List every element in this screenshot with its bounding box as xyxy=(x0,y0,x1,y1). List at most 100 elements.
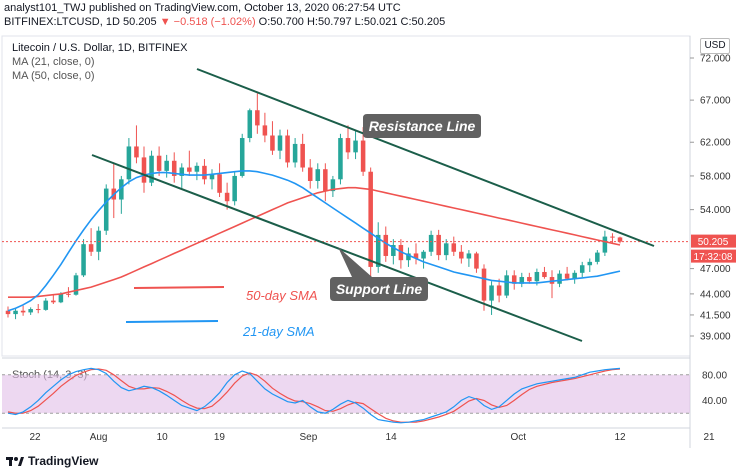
candle-body xyxy=(300,143,305,168)
ma21-legend[interactable]: MA (21, close, 0) xyxy=(12,56,95,68)
sma50-line xyxy=(8,186,621,299)
currency-button[interactable]: USD xyxy=(700,38,730,54)
stoch-overbought-oversold-band xyxy=(2,374,690,414)
candle-body xyxy=(534,271,540,282)
candle-body xyxy=(345,138,351,153)
sma21-line xyxy=(7,170,621,312)
candle-body xyxy=(134,146,139,158)
resistance-callout: Resistance Line xyxy=(363,114,481,138)
candle-body xyxy=(43,300,49,310)
support-callout: Support Line xyxy=(330,247,428,301)
candle-body xyxy=(164,160,169,171)
candle-body xyxy=(247,110,253,139)
candle-body xyxy=(436,234,441,256)
candle-body xyxy=(28,309,33,313)
price-tick-label: 72.000 xyxy=(700,54,731,65)
candle-body xyxy=(232,175,237,202)
candle-body xyxy=(66,293,71,295)
candle-body xyxy=(277,135,283,151)
candle-body xyxy=(330,179,336,192)
candle-body xyxy=(602,236,608,253)
candle-body xyxy=(610,236,615,238)
candle-body xyxy=(443,243,449,256)
candle-body xyxy=(103,188,109,231)
candle-body xyxy=(428,234,434,252)
price-tick-label: 39.000 xyxy=(700,332,731,343)
candle-body xyxy=(564,273,570,279)
stoch-tick-label: 40.00 xyxy=(702,396,727,407)
candle-body xyxy=(572,272,577,279)
candle-body xyxy=(459,251,464,259)
candle-body xyxy=(511,275,517,284)
last-price-badge-text: 50.205 xyxy=(698,237,729,248)
time-tick-label: 19 xyxy=(214,432,226,443)
candle-body xyxy=(474,253,479,269)
candle-body xyxy=(51,300,56,303)
candle-body xyxy=(406,253,411,261)
candle-body xyxy=(88,244,94,252)
candle-body xyxy=(519,277,525,284)
candle-body xyxy=(141,157,147,183)
candle-body xyxy=(413,253,419,259)
candle-body xyxy=(504,275,509,296)
resistance-trendline[interactable] xyxy=(196,68,655,247)
candle-body xyxy=(307,167,313,181)
candle-body xyxy=(375,234,381,267)
symbol[interactable]: BITFINEX:LTCUSD, 1D xyxy=(4,16,120,28)
candle-body xyxy=(338,138,343,180)
time-tick-label: 10 xyxy=(157,432,169,443)
ohlc-values: O:50.700 H:50.797 L:50.021 C:50.205 xyxy=(258,16,446,28)
candle-body xyxy=(368,171,373,267)
candle-body xyxy=(126,146,132,180)
resistance-label: Resistance Line xyxy=(369,118,476,134)
candle-body xyxy=(58,293,64,303)
support-trendline[interactable] xyxy=(91,154,583,342)
time-tick-label: 14 xyxy=(386,432,398,443)
price-tick-label: 41.500 xyxy=(700,310,731,321)
candle-body xyxy=(13,310,18,315)
support-label: Support Line xyxy=(336,281,423,297)
candle-body xyxy=(270,135,275,151)
candle-body xyxy=(542,271,547,278)
candle-body xyxy=(315,169,321,181)
candle-body xyxy=(239,138,245,176)
last-price: 50.205 xyxy=(123,16,157,28)
candle-body xyxy=(292,143,298,163)
candle-body xyxy=(579,265,585,273)
candle-body xyxy=(194,165,200,172)
candle-body xyxy=(557,273,562,284)
candle-body xyxy=(35,309,41,311)
candle-body xyxy=(156,155,162,171)
sma50-legend-swatch xyxy=(133,286,225,289)
price-tick-label: 44.000 xyxy=(700,289,731,300)
candle-body xyxy=(179,167,185,176)
ma50-legend[interactable]: MA (50, close, 0) xyxy=(12,70,95,82)
stoch-tick-label: 80.00 xyxy=(702,370,727,381)
chart-title: Litecoin / U.S. Dollar, 1D, BITFINEX xyxy=(12,42,188,54)
candle-body xyxy=(496,285,502,296)
price-tick-label: 54.000 xyxy=(700,205,731,216)
candle-body xyxy=(466,253,472,259)
time-tick-label: 22 xyxy=(29,432,41,443)
candle-body xyxy=(323,169,328,192)
candle-body xyxy=(262,125,268,136)
countdown-badge xyxy=(691,249,736,263)
candle-body xyxy=(595,252,600,262)
tradingview-logo[interactable]: TradingView xyxy=(6,454,98,468)
sma50-annotation: 50-day SMA xyxy=(246,288,318,303)
candle-body xyxy=(187,167,192,172)
sma21-annotation: 21-day SMA xyxy=(242,324,315,339)
candle-body xyxy=(451,243,457,252)
publish-line: analyst101_TWJ published on TradingView.… xyxy=(4,2,401,14)
last-price-badge xyxy=(691,234,736,248)
time-tick-label: Oct xyxy=(510,432,526,443)
candle-body xyxy=(391,245,396,256)
candle-body xyxy=(171,160,177,176)
candle-body xyxy=(527,277,532,282)
brand-name: TradingView xyxy=(28,454,99,468)
candle-body xyxy=(20,310,26,313)
time-tick-label: 21 xyxy=(703,432,715,443)
candle-body xyxy=(587,261,593,266)
candle-body xyxy=(149,155,154,183)
